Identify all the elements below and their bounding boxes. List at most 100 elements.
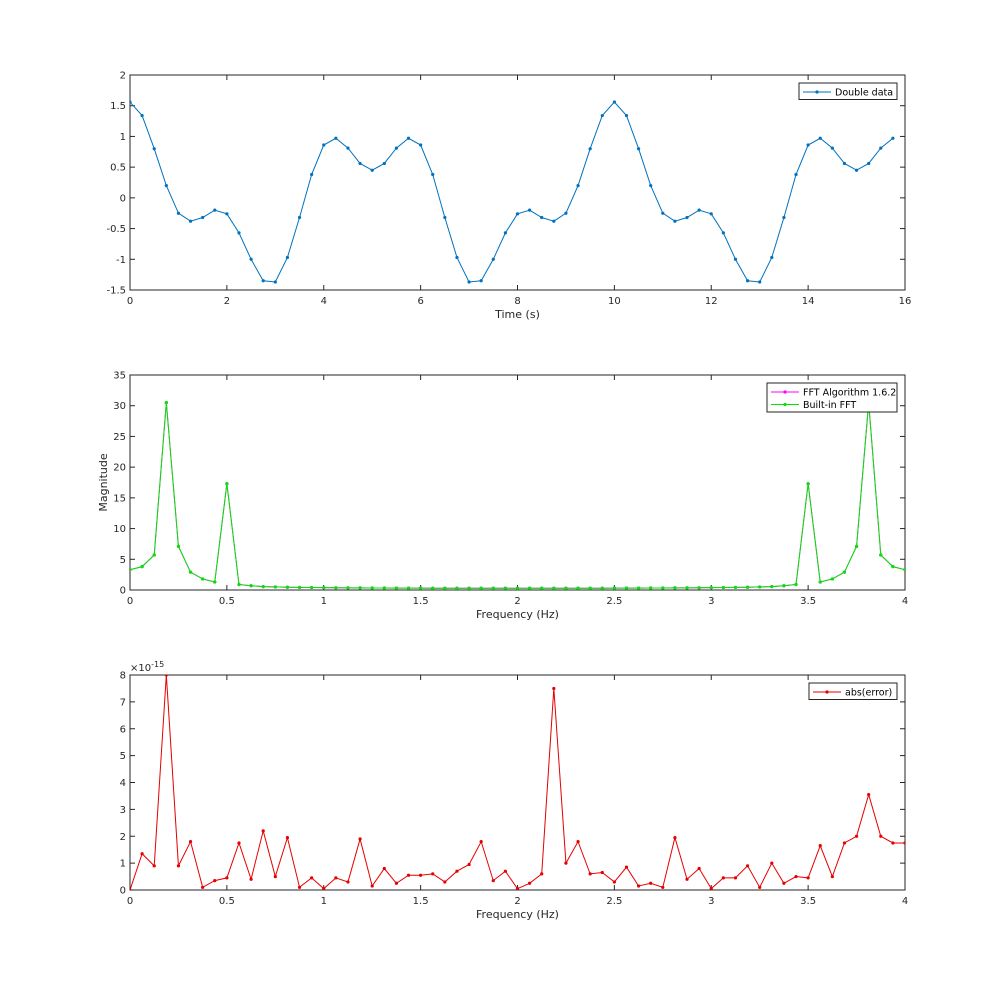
data-point <box>782 215 786 220</box>
data-point <box>842 841 847 845</box>
data-point <box>697 208 701 212</box>
data-point <box>467 862 471 867</box>
data-point <box>576 183 580 188</box>
data-point <box>467 586 471 590</box>
data-point <box>818 136 822 140</box>
data-point <box>443 586 447 590</box>
data-point <box>891 136 895 140</box>
data-point <box>842 161 847 166</box>
y-tick-label: 1 <box>120 132 126 143</box>
data-point <box>649 183 653 188</box>
data-point <box>879 834 883 838</box>
x-tick-label: 4 <box>902 596 908 607</box>
series-1 <box>130 675 905 890</box>
data-point <box>213 878 217 883</box>
x-tick-label: 1 <box>321 596 327 607</box>
data-point <box>540 586 544 590</box>
data-point <box>515 586 520 590</box>
data-point <box>528 881 532 885</box>
y-tick-label: 25 <box>113 432 126 443</box>
x-tick-label: 1 <box>321 896 327 907</box>
x-tick-label: 2.5 <box>606 896 622 907</box>
data-point <box>806 876 810 880</box>
data-point <box>891 565 895 569</box>
y-tick-label: 1 <box>120 859 126 870</box>
data-point <box>709 212 713 216</box>
data-point <box>564 211 568 215</box>
x-tick-label: 2 <box>514 896 520 907</box>
data-point <box>152 864 156 868</box>
data-point <box>588 147 592 151</box>
y-exponent-power: -15 <box>151 660 164 669</box>
data-point <box>600 113 604 118</box>
data-point <box>213 208 217 212</box>
y-tick-label: 10 <box>113 524 126 535</box>
data-point <box>733 585 738 590</box>
data-point <box>624 865 629 869</box>
data-point <box>745 585 750 589</box>
data-point <box>322 586 326 590</box>
data-point <box>697 586 701 590</box>
x-tick-label: 4 <box>902 896 908 907</box>
data-point <box>237 841 241 845</box>
x-tick-label: 10 <box>608 296 621 307</box>
data-point <box>685 215 689 220</box>
y-exponent-base: ×10 <box>130 663 151 674</box>
legend-entry-label: Built-in FFT <box>803 400 856 411</box>
data-point <box>503 869 507 873</box>
data-point <box>285 585 290 589</box>
legend-swatch-marker <box>783 402 787 407</box>
data-point <box>334 876 338 880</box>
data-point <box>334 586 338 590</box>
data-point <box>285 835 290 840</box>
y-tick-label: 5 <box>120 555 126 566</box>
data-point <box>370 586 374 590</box>
data-point <box>140 565 144 569</box>
data-point <box>130 888 132 890</box>
x-tick-label: 1.5 <box>413 896 429 907</box>
data-point <box>358 161 362 166</box>
data-point <box>552 586 556 590</box>
x-tick-label: 2 <box>224 296 230 307</box>
x-tick-label: 14 <box>802 296 815 307</box>
data-point <box>636 147 641 151</box>
data-point <box>237 582 241 587</box>
data-point <box>491 257 495 261</box>
y-tick-label: 0 <box>120 193 126 204</box>
data-point <box>758 885 762 889</box>
data-point <box>709 887 713 890</box>
data-point <box>406 136 411 140</box>
data-point <box>285 255 290 260</box>
data-point <box>576 586 580 590</box>
y-tick-label: 0.5 <box>110 163 126 174</box>
data-point <box>891 841 895 845</box>
legend-swatch-marker <box>815 90 819 94</box>
data-point <box>201 577 205 581</box>
data-point <box>310 172 314 177</box>
data-point <box>503 231 507 235</box>
data-point <box>370 168 374 172</box>
data-point <box>588 586 592 590</box>
data-point <box>636 586 641 590</box>
data-point <box>297 885 302 889</box>
data-point <box>358 837 362 841</box>
data-point <box>733 257 738 261</box>
x-tick-label: 3 <box>708 596 714 607</box>
data-point <box>782 584 786 588</box>
data-point <box>721 231 725 235</box>
x-tick-label: 3 <box>708 896 714 907</box>
data-point <box>818 844 822 848</box>
data-point <box>419 143 423 147</box>
x-tick-label: 3.5 <box>800 596 816 607</box>
data-point <box>455 586 459 590</box>
data-point <box>164 183 168 188</box>
data-point <box>685 877 689 881</box>
data-point <box>346 586 350 590</box>
data-point <box>140 852 144 856</box>
chart-1: 0 2 4 6 8 10 12 14 16 -1.5 -1 -0.5 0 0.5 1 1.5 2 Time (s)… <box>106 71 911 322</box>
data-point <box>673 219 677 223</box>
data-point <box>649 881 653 885</box>
data-point <box>552 686 556 691</box>
data-point <box>903 841 905 845</box>
